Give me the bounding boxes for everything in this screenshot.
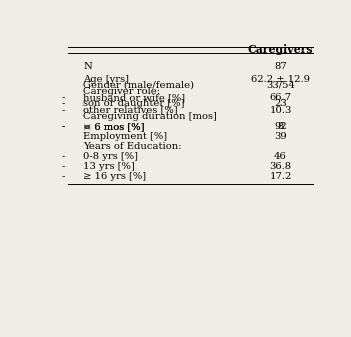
Text: -: - [61, 122, 65, 131]
Text: 62.2 ± 12.9: 62.2 ± 12.9 [251, 74, 310, 84]
Text: Age [yrs]: Age [yrs] [83, 74, 129, 84]
Text: Caregivers: Caregivers [248, 44, 313, 55]
Text: son or daughter [%]: son or daughter [%] [83, 99, 185, 109]
Text: 36.8: 36.8 [270, 162, 292, 171]
Text: > 6 mos [%]: > 6 mos [%] [83, 122, 145, 131]
Text: Years of Education:: Years of Education: [83, 142, 182, 151]
Text: -: - [61, 162, 65, 171]
Text: Employment [%]: Employment [%] [83, 132, 167, 141]
Text: Gender (male/female): Gender (male/female) [83, 81, 194, 90]
Text: husband or wife [%]: husband or wife [%] [83, 93, 185, 102]
Text: 87: 87 [274, 62, 287, 71]
Text: N: N [83, 62, 92, 71]
Text: -: - [61, 93, 65, 102]
Text: 10.3: 10.3 [269, 106, 292, 115]
Text: ≥ 16 yrs [%]: ≥ 16 yrs [%] [83, 172, 146, 181]
Text: 66.7: 66.7 [270, 93, 292, 102]
Text: 0-8 yrs [%]: 0-8 yrs [%] [83, 152, 138, 161]
Text: 39: 39 [274, 132, 287, 141]
Text: -: - [61, 172, 65, 181]
Text: 33/54: 33/54 [266, 81, 295, 90]
Text: 17.2: 17.2 [269, 172, 292, 181]
Text: Caregiving duration [mos]: Caregiving duration [mos] [83, 112, 217, 121]
Text: Caregiver role:: Caregiver role: [83, 87, 160, 96]
Text: -: - [61, 106, 65, 115]
Text: 8: 8 [277, 122, 284, 131]
Text: -: - [61, 122, 65, 131]
Text: -: - [61, 99, 65, 109]
Text: 13 yrs [%]: 13 yrs [%] [83, 162, 135, 171]
Text: < 6 mos [%]: < 6 mos [%] [83, 122, 145, 131]
Text: 46: 46 [274, 152, 287, 161]
Text: 92: 92 [274, 122, 287, 131]
Text: 23: 23 [274, 99, 287, 109]
Text: other relatives [%]: other relatives [%] [83, 106, 178, 115]
Text: -: - [61, 152, 65, 161]
